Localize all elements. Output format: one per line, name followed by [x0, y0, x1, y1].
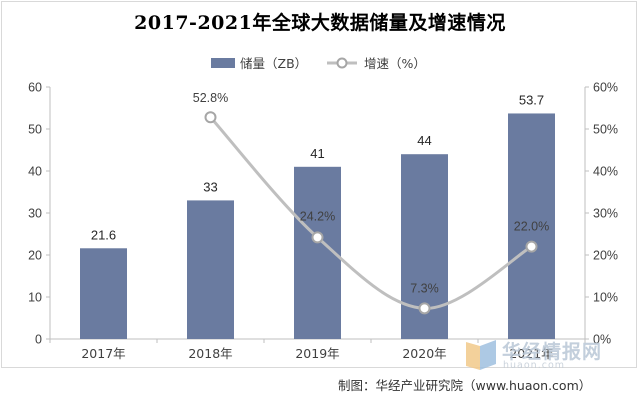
line-data-label: 22.0%	[514, 220, 549, 234]
x-tick-label: 2019年	[295, 346, 339, 361]
bar-data-label: 53.7	[519, 92, 544, 107]
x-tick-label: 2018年	[188, 346, 232, 361]
legend-line-marker	[336, 57, 348, 69]
line-data-label: 24.2%	[300, 209, 335, 223]
line-data-label: 7.3%	[410, 281, 439, 295]
y-left-tick-label: 0	[35, 333, 42, 347]
bar-data-label: 21.6	[91, 227, 116, 242]
bar	[80, 248, 127, 339]
bar	[187, 200, 234, 339]
y-left-tick-label: 50	[28, 123, 42, 137]
x-tick-label: 2017年	[81, 346, 125, 361]
watermark-url: huaon.com	[503, 360, 566, 371]
y-left-tick-label: 40	[28, 165, 42, 179]
bar-data-label: 44	[417, 133, 431, 148]
source-credit: 制图：华经产业研究院（www.huaon.com）	[338, 378, 592, 393]
x-tick-label: 2021年	[509, 346, 553, 361]
y-right-tick-label: 20%	[593, 249, 618, 263]
chart-title: 2017-2021年全球大数据储量及增速情况	[134, 12, 506, 34]
watermark-logo-icon	[466, 340, 496, 370]
y-right-tick-label: 50%	[593, 123, 618, 137]
y-left-tick-label: 10	[28, 291, 42, 305]
y-right-tick-label: 40%	[593, 165, 618, 179]
watermark-text: 华经情报网	[502, 341, 603, 363]
x-tick-label: 2020年	[402, 346, 446, 361]
line-point	[204, 111, 217, 124]
line-point	[311, 231, 324, 244]
chart-frame	[1, 1, 637, 368]
legend-line-label: 增速（%）	[364, 56, 426, 71]
y-right-tick-label: 10%	[593, 291, 618, 305]
y-right-tick-label: 30%	[593, 207, 618, 221]
legend-bar-swatch	[211, 58, 235, 68]
bar-data-label: 41	[310, 146, 324, 161]
line-point	[418, 302, 431, 315]
bar	[508, 113, 555, 340]
line-data-label: 52.8%	[193, 91, 228, 105]
y-left-tick-label: 30	[28, 207, 42, 221]
y-left-tick-label: 20	[28, 249, 42, 263]
bar-data-label: 33	[203, 179, 217, 194]
y-right-tick-label: 0%	[593, 333, 611, 347]
y-left-tick-label: 60	[28, 81, 42, 95]
growth-line	[209, 116, 533, 310]
y-right-tick-label: 60%	[593, 81, 618, 95]
line-point	[525, 240, 538, 253]
legend-bar-label: 储量（ZB）	[240, 56, 307, 71]
watermark: 华经情报网 huaon.com	[462, 336, 634, 374]
